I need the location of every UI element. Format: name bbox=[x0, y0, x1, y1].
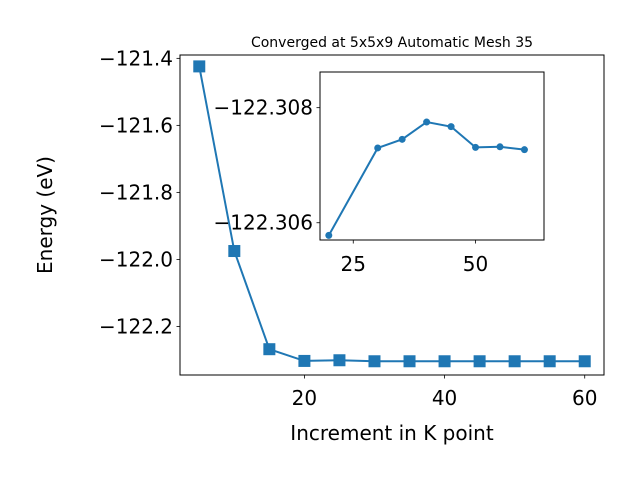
main-plot-frame bbox=[179, 54, 605, 376]
inset-data-point bbox=[447, 123, 455, 131]
main-data-point bbox=[578, 355, 591, 368]
inset-background bbox=[320, 72, 544, 240]
inset-data-point bbox=[496, 143, 504, 151]
main-y-tick-label: −122.2 bbox=[99, 314, 173, 338]
y-axis-label: Energy (eV) bbox=[33, 156, 57, 274]
main-x-tick-label: 40 bbox=[432, 386, 457, 410]
main-axes: 20 40 60 −121.4 −121.6 −121.8 −122.0 −122.2 Co… bbox=[33, 35, 605, 445]
inset-data-point bbox=[398, 135, 406, 143]
main-data-point bbox=[508, 355, 521, 368]
main-data-point bbox=[228, 245, 241, 258]
main-x-tick-label: 60 bbox=[572, 386, 597, 410]
main-x-ticks: 20 40 60 bbox=[292, 375, 597, 410]
main-data-point bbox=[333, 354, 346, 367]
main-series bbox=[193, 60, 591, 368]
main-data-point bbox=[473, 355, 486, 368]
main-y-tick-label: −121.4 bbox=[99, 46, 173, 70]
main-y-ticks: −121.4 −121.6 −121.8 −122.0 −122.2 bbox=[99, 46, 180, 338]
inset-axes: 25 50 −122.308 −122.306 bbox=[214, 71, 545, 276]
main-data-point bbox=[193, 60, 206, 73]
main-data-point bbox=[438, 355, 451, 368]
inset-data-point bbox=[325, 231, 333, 239]
inset-data-point bbox=[423, 118, 431, 126]
main-x-tick-label: 20 bbox=[292, 386, 317, 410]
inset-data-point bbox=[472, 143, 480, 151]
inset-x-tick-label: 25 bbox=[341, 252, 366, 276]
inset-y-tick-label: −122.306 bbox=[214, 211, 313, 235]
x-axis-label: Increment in K point bbox=[290, 421, 494, 445]
main-y-tick-label: −121.8 bbox=[99, 180, 173, 204]
inset-y-tick-label: −122.308 bbox=[214, 96, 313, 120]
inset-plot-frame bbox=[319, 71, 545, 241]
main-data-point bbox=[403, 355, 416, 368]
main-data-point bbox=[543, 355, 556, 368]
inset-data-point bbox=[520, 146, 528, 154]
chart-title: Converged at 5x5x9 Automatic Mesh 35 bbox=[251, 35, 533, 51]
main-y-tick-label: −121.6 bbox=[99, 113, 173, 137]
inset-series-line bbox=[327, 120, 525, 236]
inset-x-ticks: 25 50 bbox=[341, 240, 488, 276]
inset-data-point bbox=[374, 144, 382, 152]
main-y-tick-label: −122.0 bbox=[99, 247, 173, 271]
main-data-point bbox=[298, 354, 311, 367]
inset-series bbox=[325, 118, 528, 239]
inset-y-ticks: −122.308 −122.306 bbox=[214, 96, 320, 235]
inset-x-tick-label: 50 bbox=[463, 252, 488, 276]
main-data-point bbox=[368, 355, 381, 368]
main-data-point bbox=[263, 343, 276, 356]
